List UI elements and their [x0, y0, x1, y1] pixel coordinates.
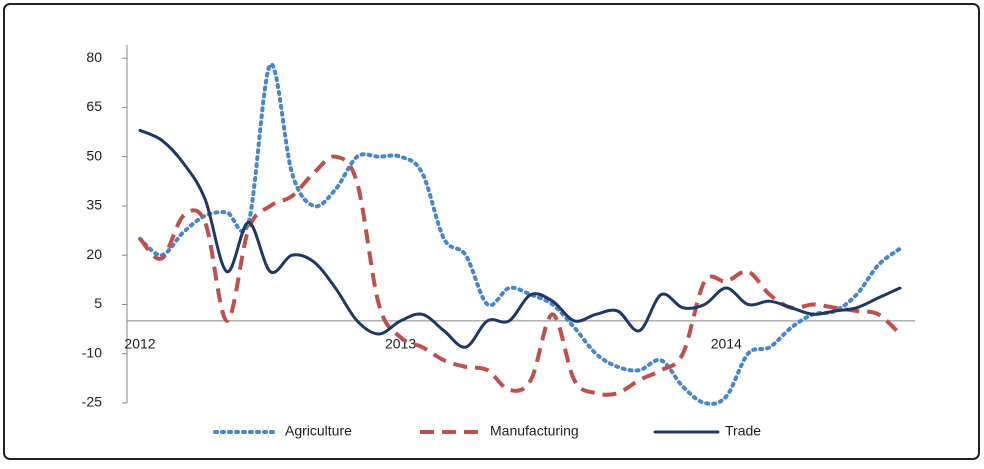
series-line	[138, 154, 902, 397]
legend-label: Agriculture	[285, 423, 352, 439]
y-tick-label: 20	[86, 246, 102, 262]
y-tick-label: 80	[86, 49, 102, 65]
x-tick-label: 2013	[385, 336, 416, 352]
y-tick-label: 50	[86, 147, 102, 163]
legend-label: Trade	[725, 423, 761, 439]
series-line	[138, 62, 902, 406]
y-tick-label: 35	[86, 197, 102, 213]
legend-label: Manufacturing	[490, 423, 579, 439]
y-tick-label: 5	[94, 295, 102, 311]
chart-frame	[3, 3, 980, 460]
series-line	[138, 128, 902, 349]
y-tick-label: 65	[86, 98, 102, 114]
y-tick-label: -10	[82, 344, 102, 360]
x-tick-label: 2014	[711, 336, 742, 352]
y-tick-label: -25	[82, 394, 102, 410]
x-tick-label: 2012	[124, 336, 155, 352]
